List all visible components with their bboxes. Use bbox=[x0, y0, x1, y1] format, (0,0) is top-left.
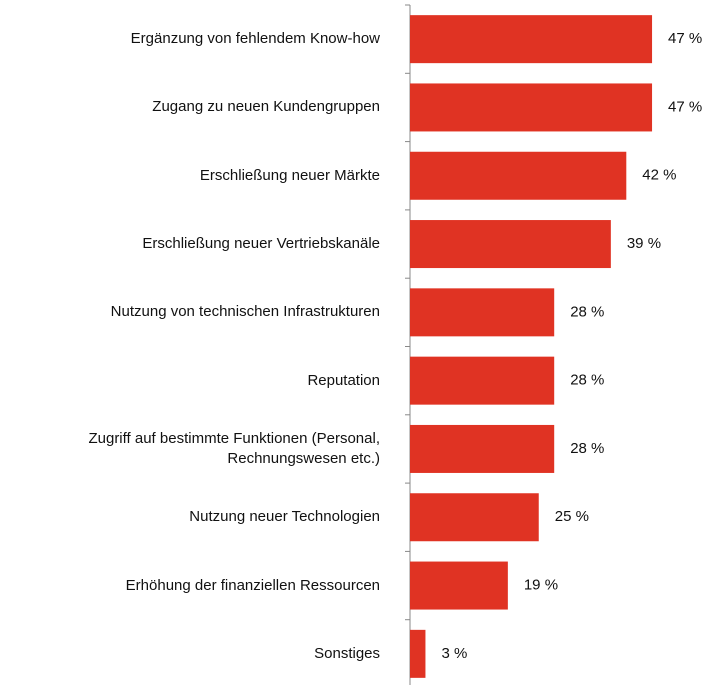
value-label: 42 % bbox=[642, 167, 676, 184]
category-label: Sonstiges bbox=[314, 644, 380, 662]
category-label: Erschließung neuer Märkte bbox=[199, 166, 380, 184]
value-label: 28 % bbox=[570, 303, 604, 320]
category-label: Erhöhung der finanziellen Ressourcen bbox=[125, 576, 380, 594]
value-label: 28 % bbox=[570, 440, 604, 457]
bar bbox=[410, 15, 653, 64]
value-label: 19 % bbox=[524, 577, 558, 594]
value-label: 28 % bbox=[570, 372, 604, 389]
category-label: Reputation bbox=[307, 371, 380, 389]
bar bbox=[410, 151, 627, 200]
bar bbox=[410, 83, 653, 132]
bar bbox=[410, 356, 555, 405]
category-label: Ergänzung von fehlendem Know-how bbox=[130, 30, 380, 48]
category-label: Zugang zu neuen Kundengruppen bbox=[152, 98, 380, 116]
category-label: Zugriff auf bestimmte Funktionen (Person… bbox=[88, 429, 380, 467]
value-label: 47 % bbox=[668, 30, 702, 47]
value-label: 39 % bbox=[627, 235, 661, 252]
category-label: Nutzung von technischen Infrastrukturen bbox=[110, 303, 380, 321]
category-label: Nutzung neuer Technologien bbox=[189, 508, 380, 526]
value-label: 3 % bbox=[441, 645, 467, 662]
bar bbox=[410, 288, 555, 337]
bar bbox=[410, 493, 539, 542]
value-label: 25 % bbox=[555, 508, 589, 525]
category-label: Erschließung neuer Vertriebskanäle bbox=[142, 235, 380, 253]
bar bbox=[410, 220, 611, 269]
bar bbox=[410, 629, 426, 678]
bar bbox=[410, 561, 508, 610]
bar bbox=[410, 424, 555, 473]
value-label: 47 % bbox=[668, 98, 702, 115]
